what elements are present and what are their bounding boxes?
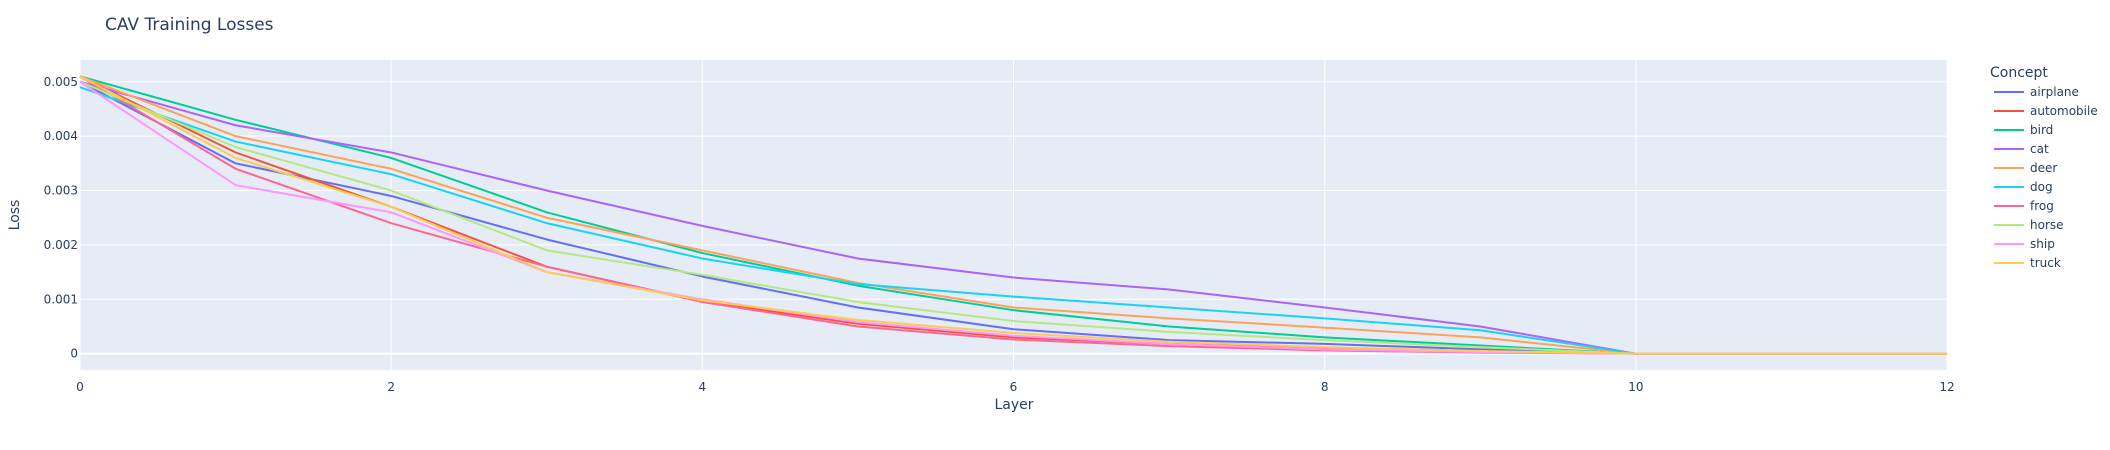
y-tick-label: 0.004 [44, 129, 78, 143]
x-axis-ticks: 0 2 4 6 8 10 12 [76, 380, 1954, 394]
legend-label: horse [2030, 218, 2064, 232]
legend: Concept airplane automobile bird cat deer dog… [1990, 65, 2098, 270]
x-tick-label: 4 [699, 380, 707, 394]
legend-item-deer[interactable]: deer [1994, 161, 2057, 175]
y-tick-label: 0 [70, 347, 78, 361]
chart-title: CAV Training Losses [105, 15, 274, 35]
legend-label: ship [2030, 237, 2055, 251]
legend-label: truck [2030, 256, 2061, 270]
x-tick-label: 8 [1321, 380, 1329, 394]
x-tick-label: 0 [76, 380, 84, 394]
legend-item-frog[interactable]: frog [1994, 199, 2054, 213]
series-line-truck [79, 75, 1947, 355]
legend-label: frog [2030, 199, 2054, 213]
legend-item-cat[interactable]: cat [1994, 142, 2049, 156]
legend-item-ship[interactable]: ship [1994, 237, 2055, 251]
legend-item-dog[interactable]: dog [1994, 180, 2053, 194]
legend-label: airplane [2030, 85, 2079, 99]
legend-item-automobile[interactable]: automobile [1994, 104, 2098, 118]
y-tick-label: 0.001 [44, 292, 78, 306]
legend-title: Concept [1990, 65, 2048, 81]
legend-label: dog [2030, 180, 2053, 194]
series-layer [79, 75, 1947, 355]
legend-label: bird [2030, 123, 2053, 137]
legend-item-truck[interactable]: truck [1994, 256, 2061, 270]
legend-item-horse[interactable]: horse [1994, 218, 2064, 232]
x-axis-title: Layer [994, 397, 1033, 413]
x-tick-label: 12 [1939, 380, 1954, 394]
x-tick-label: 10 [1628, 380, 1643, 394]
y-tick-label: 0.002 [44, 238, 78, 252]
x-tick-label: 6 [1010, 380, 1018, 394]
legend-label: automobile [2030, 104, 2098, 118]
y-tick-label: 0.003 [44, 184, 78, 198]
legend-label: deer [2030, 161, 2057, 175]
y-axis-title: Loss [7, 200, 23, 231]
y-axis-ticks: 0 0.001 0.002 0.003 0.004 0.005 [44, 75, 78, 361]
legend-label: cat [2030, 142, 2049, 156]
y-tick-label: 0.005 [44, 75, 78, 89]
legend-item-airplane[interactable]: airplane [1994, 85, 2079, 99]
legend-item-bird[interactable]: bird [1994, 123, 2053, 137]
x-tick-label: 2 [387, 380, 395, 394]
